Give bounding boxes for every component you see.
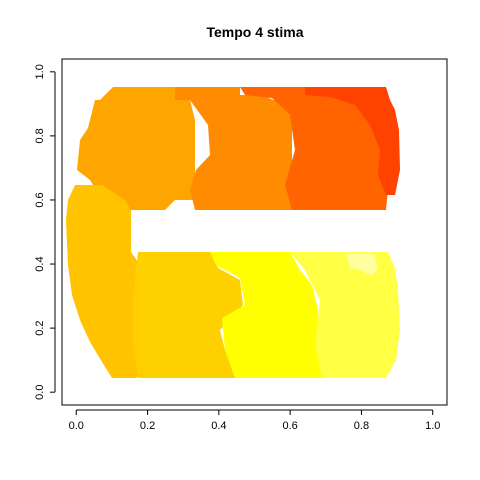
y-tick-label: 1.0 — [34, 64, 46, 79]
y-tick-label: 0.2 — [34, 320, 46, 335]
region-upper-tip — [305, 87, 400, 195]
region-upper-right — [240, 87, 388, 210]
x-tick-label: 0.6 — [282, 420, 297, 432]
region-lower-mid — [210, 252, 322, 378]
x-tick-label: 0.4 — [211, 420, 226, 432]
region-lower-left — [133, 252, 243, 378]
x-axis: 0.0 0.2 0.4 0.6 0.8 1.0 — [69, 409, 440, 432]
y-tick-label: 0.4 — [34, 256, 46, 271]
region-upper-left — [77, 87, 195, 210]
x-tick-label: 0.0 — [69, 420, 84, 432]
region-upper-mid — [175, 87, 292, 210]
x-tick-label: 0.8 — [354, 420, 369, 432]
y-tick-label: 0.0 — [34, 385, 46, 400]
x-tick-label: 0.2 — [140, 420, 155, 432]
region-lower-right — [290, 252, 400, 378]
y-tick-label: 0.6 — [34, 192, 46, 207]
y-tick-label: 0.8 — [34, 128, 46, 143]
region-bend — [66, 185, 148, 378]
region-lower-tip — [346, 254, 378, 276]
x-tick-label: 1.0 — [425, 420, 440, 432]
plot-area — [66, 87, 400, 378]
y-axis: 0.0 0.2 0.4 0.6 0.8 1.0 — [34, 64, 56, 400]
chart-title: Tempo 4 stima — [207, 24, 304, 40]
plot-frame — [61, 58, 448, 406]
